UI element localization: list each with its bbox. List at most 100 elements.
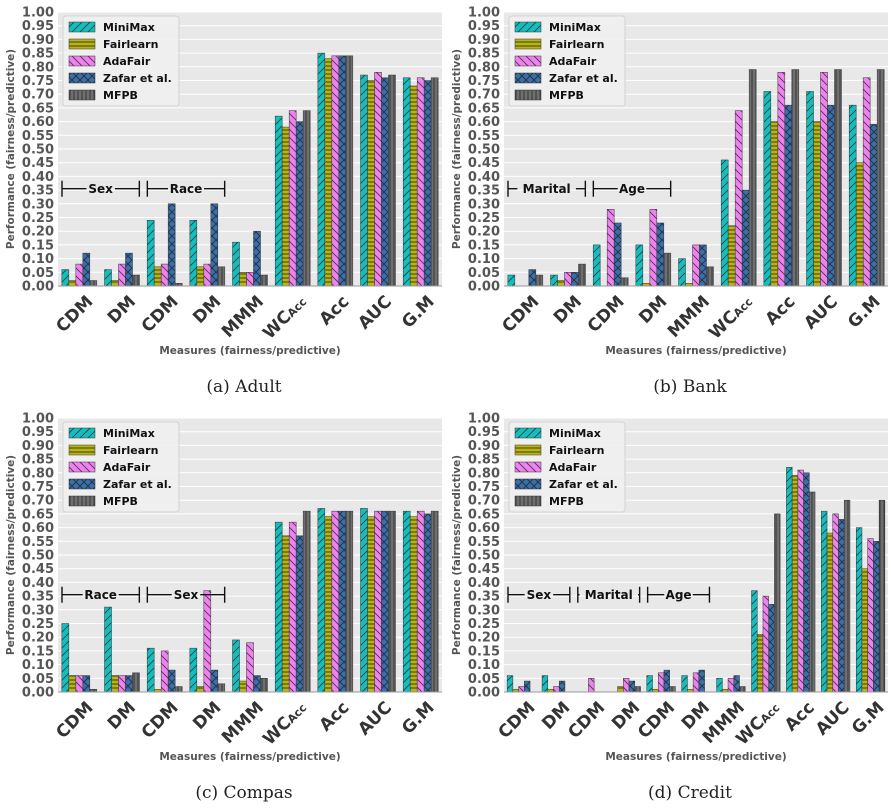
y-tick-label: 0.45	[22, 156, 54, 171]
y-tick-label: 1.00	[468, 412, 500, 427]
y-tick-label: 1.00	[22, 412, 54, 427]
x-tick-label: CDM	[52, 292, 97, 337]
y-tick-label: 0.10	[22, 658, 54, 673]
legend-swatch	[514, 21, 542, 33]
y-tick-label: 0.20	[468, 225, 500, 240]
bar	[118, 263, 126, 287]
y-tick-label: 0.70	[22, 88, 54, 103]
bar	[733, 675, 740, 693]
bar	[61, 623, 70, 693]
bar	[791, 69, 800, 287]
y-tick-label: 0.95	[22, 425, 54, 440]
bar	[160, 650, 169, 693]
bar	[869, 124, 878, 287]
y-axis-label: Performance (fairness/predictive)	[451, 455, 463, 655]
bar	[253, 675, 261, 693]
group-label: Sex	[88, 182, 113, 196]
legend-label: MiniMax	[549, 21, 601, 34]
bar	[82, 252, 91, 287]
bar	[274, 521, 283, 693]
bar	[763, 91, 772, 287]
bar	[524, 680, 531, 693]
bar	[613, 222, 622, 287]
y-tick-label: 0.75	[22, 74, 54, 89]
legend-swatch	[68, 461, 96, 473]
legend-label: Fairlearn	[103, 38, 158, 51]
bar	[678, 258, 686, 287]
y-tick-label: 0.35	[468, 590, 500, 605]
bar	[848, 104, 857, 287]
legend-swatch	[514, 478, 542, 490]
bar	[797, 469, 804, 693]
y-tick-label: 0.65	[468, 101, 500, 116]
group-label: Race	[170, 182, 203, 196]
y-tick-label: 0.40	[468, 576, 500, 591]
y-tick-label: 0.70	[468, 494, 500, 509]
bar	[381, 77, 389, 287]
x-tick-label: G.M	[844, 292, 885, 333]
x-tick-label: CDM	[564, 698, 609, 743]
y-tick-label: 0.55	[468, 535, 500, 550]
bar	[111, 280, 119, 287]
bar	[571, 272, 579, 287]
bar	[416, 77, 425, 287]
bar	[550, 274, 558, 287]
x-tick-label: DM	[189, 292, 225, 328]
bar	[751, 590, 758, 693]
bar	[681, 675, 688, 693]
x-axis-label: Measures (fairness/predictive)	[159, 345, 340, 357]
bar	[331, 510, 340, 693]
y-tick-label: 0.95	[468, 425, 500, 440]
bar	[692, 244, 700, 287]
x-tick-label: CDM	[498, 292, 543, 337]
bar	[727, 225, 736, 287]
bar	[592, 244, 601, 287]
bar	[281, 126, 290, 287]
y-axis-label: Performance (fairness/predictive)	[5, 49, 17, 249]
bar	[367, 80, 375, 287]
x-tick-label: MMM	[218, 698, 268, 748]
x-axis-label: Measures (fairness/predictive)	[605, 751, 786, 763]
legend-label: Zafar et al.	[549, 478, 618, 491]
bar	[82, 675, 91, 693]
bar	[338, 510, 347, 693]
y-tick-label: 0.55	[22, 129, 54, 144]
bar	[302, 110, 311, 287]
x-tick-label: Acc	[781, 698, 819, 736]
bar	[61, 269, 70, 287]
x-tick-label: DM	[104, 292, 140, 328]
legend-label: MiniMax	[103, 427, 155, 440]
bar	[132, 672, 140, 693]
legend-box	[508, 15, 626, 107]
y-tick-label: 0.85	[468, 47, 500, 62]
bar	[68, 280, 77, 287]
bar	[768, 604, 775, 693]
y-tick-label: 0.00	[468, 280, 500, 295]
bar	[770, 121, 779, 287]
x-tick-label: AUC	[354, 292, 396, 334]
bar	[104, 269, 112, 287]
legend-label: AdaFair	[103, 55, 151, 68]
y-tick-label: 0.90	[22, 439, 54, 454]
group-label: Marital	[585, 588, 633, 602]
legend-label: AdaFair	[549, 55, 597, 68]
bar	[232, 241, 240, 287]
bar	[409, 516, 418, 693]
bar	[826, 532, 834, 693]
bar	[345, 510, 354, 693]
bar	[777, 72, 786, 287]
y-tick-label: 0.50	[468, 143, 500, 158]
y-tick-label: 0.70	[22, 494, 54, 509]
y-tick-label: 0.30	[22, 603, 54, 618]
legend-label: Fairlearn	[549, 38, 604, 51]
y-tick-label: 0.00	[22, 686, 54, 701]
bar	[189, 647, 198, 693]
bar	[756, 634, 764, 693]
y-tick-label: 0.35	[468, 184, 500, 199]
y-tick-label: 0.85	[22, 453, 54, 468]
x-tick-label: G.M	[848, 698, 889, 739]
legend-swatch	[68, 21, 96, 33]
bar	[345, 55, 354, 287]
x-tick-label: MMM	[664, 292, 714, 342]
bar	[727, 678, 735, 693]
